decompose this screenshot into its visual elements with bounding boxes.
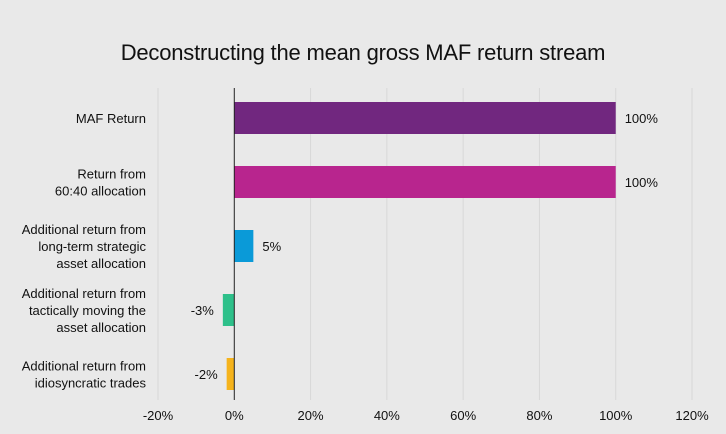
category-label-line: Return from — [77, 167, 146, 182]
category-label-line: tactically moving the — [29, 303, 146, 318]
bar — [234, 230, 254, 262]
bar — [234, 102, 616, 134]
x-tick-label: -20% — [143, 408, 174, 423]
bar — [226, 358, 235, 390]
category-label-line: asset allocation — [56, 320, 146, 335]
x-tick-label: 0% — [225, 408, 244, 423]
category-label-line: Additional return from — [22, 286, 146, 301]
data-label: -2% — [195, 367, 219, 382]
category-label-line: idiosyncratic trades — [35, 376, 147, 391]
x-tick-label: 40% — [374, 408, 400, 423]
category-label-line: Additional return from — [22, 222, 146, 237]
x-tick-label: 20% — [298, 408, 324, 423]
category-label: MAF Return — [76, 111, 146, 126]
data-label: 100% — [625, 111, 659, 126]
category-label: Additional return from long-term strategi… — [22, 222, 147, 271]
x-tick-label: 80% — [526, 408, 552, 423]
category-label: Additional return from idiosyncratic trad… — [22, 359, 147, 391]
category-label-line: long-term strategic — [38, 239, 146, 254]
data-label: 5% — [262, 239, 281, 254]
x-tick-label: 100% — [599, 408, 633, 423]
chart-title: Deconstructing the mean gross MAF return… — [120, 40, 606, 65]
x-tick-label: 60% — [450, 408, 476, 423]
category-label-line: asset allocation — [56, 256, 146, 271]
category-label-line: MAF Return — [76, 111, 146, 126]
data-label: -3% — [191, 303, 215, 318]
category-label: Additional return from tactically moving … — [22, 286, 146, 335]
x-tick-label: 120% — [675, 408, 709, 423]
category-label: Return from 60:40 allocation — [55, 167, 146, 199]
data-label: 100% — [625, 175, 659, 190]
bar — [234, 166, 616, 198]
bar — [222, 294, 235, 326]
category-label-line: 60:40 allocation — [55, 184, 146, 199]
category-label-line: Additional return from — [22, 359, 146, 374]
